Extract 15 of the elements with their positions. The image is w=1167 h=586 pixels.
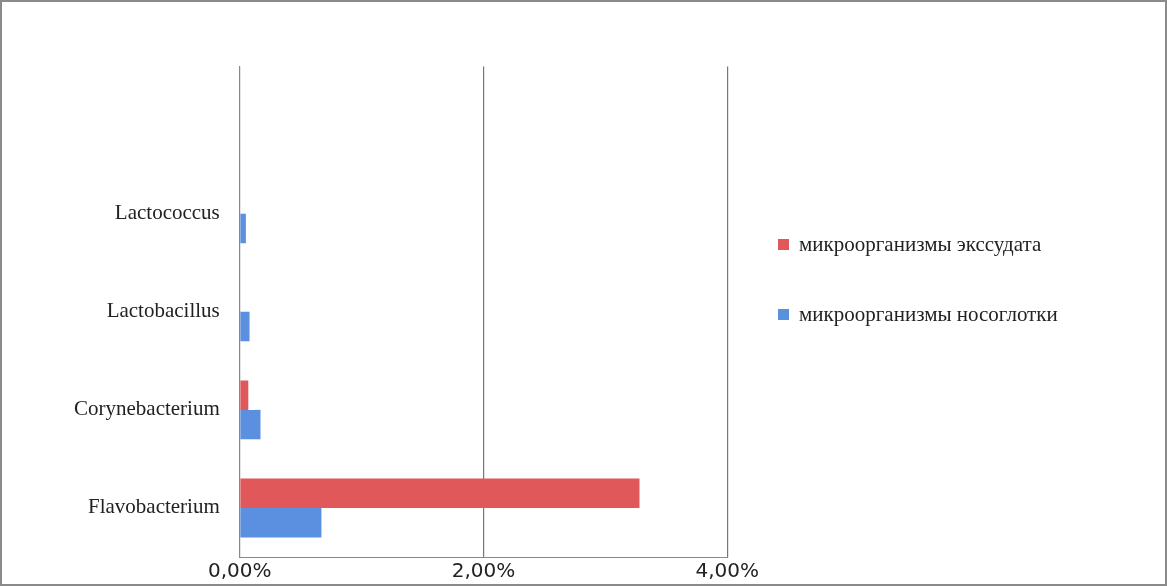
x-tick-label: 2,00% xyxy=(451,558,516,583)
x-tick-label: 4,00% xyxy=(695,558,760,583)
bar xyxy=(240,380,249,410)
bar xyxy=(240,507,322,538)
bar xyxy=(240,409,261,440)
y-tick-label: Lactococcus xyxy=(114,200,220,225)
y-tick-label: Flavobacterium xyxy=(87,494,220,519)
legend-label: микроорганизмы экссудата xyxy=(799,232,1042,257)
y-tick-label: Lactobacillus xyxy=(106,298,220,323)
bar xyxy=(240,478,640,508)
bar xyxy=(240,213,246,244)
y-tick-label: Corynebacterium xyxy=(74,396,220,421)
bar xyxy=(240,311,250,342)
x-tick-label: 0,00% xyxy=(208,558,272,583)
legend-label: микроорганизмы носоглотки xyxy=(799,302,1058,327)
